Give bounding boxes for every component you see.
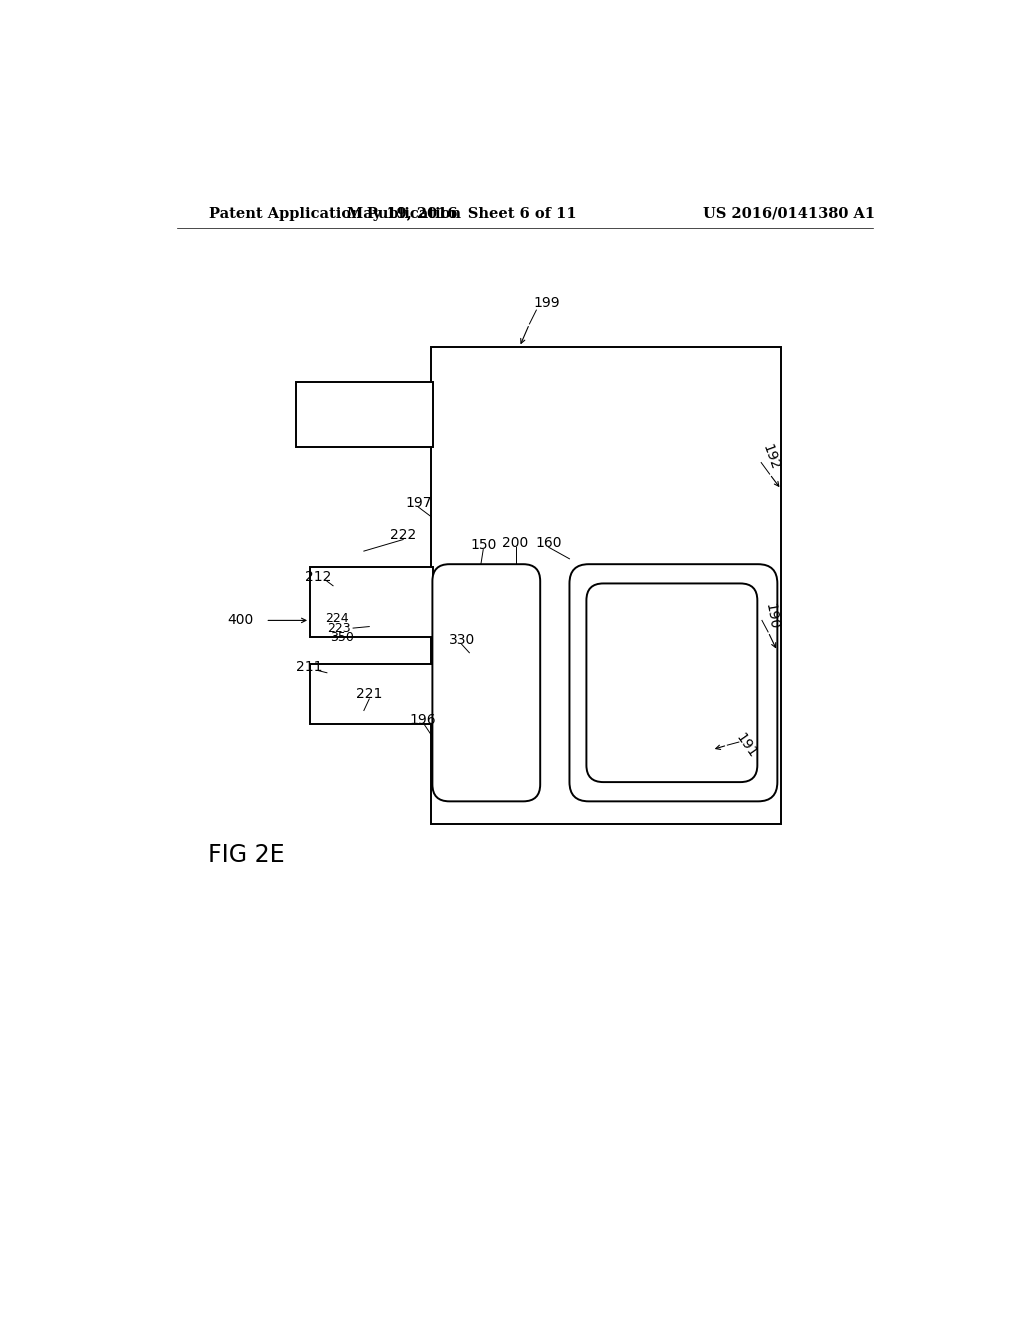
Text: 191: 191 <box>733 730 760 760</box>
Bar <box>296 381 433 447</box>
Text: 150: 150 <box>470 539 497 552</box>
Text: FIG 2E: FIG 2E <box>208 843 285 867</box>
Text: 330: 330 <box>449 632 475 647</box>
FancyBboxPatch shape <box>587 583 758 781</box>
Text: 160: 160 <box>536 536 562 549</box>
Text: 400: 400 <box>227 614 254 627</box>
Text: 212: 212 <box>305 569 332 583</box>
Bar <box>431 347 781 825</box>
Bar <box>310 566 433 638</box>
Bar <box>310 664 433 725</box>
Text: 211: 211 <box>296 660 323 673</box>
Text: May 19, 2016  Sheet 6 of 11: May 19, 2016 Sheet 6 of 11 <box>347 207 577 220</box>
Text: 200: 200 <box>503 536 528 549</box>
Text: 196: 196 <box>410 714 436 727</box>
Text: US 2016/0141380 A1: US 2016/0141380 A1 <box>702 207 874 220</box>
Text: 350: 350 <box>330 631 353 644</box>
Text: 190: 190 <box>763 602 781 631</box>
FancyBboxPatch shape <box>569 564 777 801</box>
Text: 221: 221 <box>356 688 382 701</box>
Text: 224: 224 <box>325 612 349 626</box>
Text: 222: 222 <box>390 528 417 543</box>
Text: 197: 197 <box>406 495 432 510</box>
Text: 223: 223 <box>328 622 351 635</box>
Text: 199: 199 <box>534 296 560 310</box>
FancyBboxPatch shape <box>432 564 541 801</box>
Text: 192: 192 <box>760 442 782 473</box>
Text: Patent Application Publication: Patent Application Publication <box>209 207 461 220</box>
